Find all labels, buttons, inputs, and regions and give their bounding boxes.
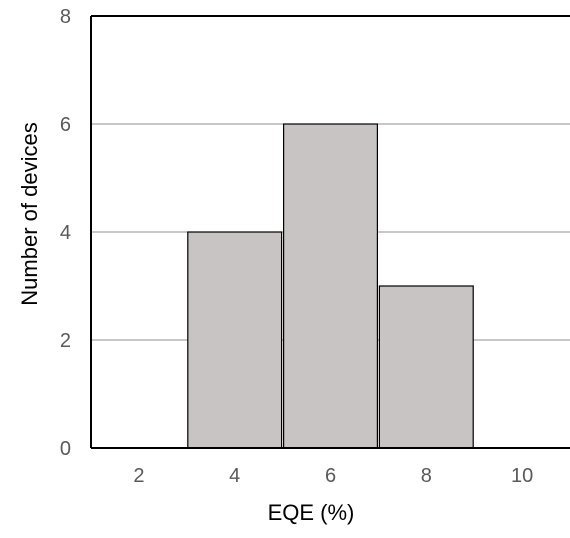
y-tick-label-2: 2 [60, 330, 71, 352]
x-tick-label-8: 8 [421, 465, 432, 487]
x-tick-label-10: 10 [511, 465, 533, 487]
y-axis-label: Number of devices [17, 122, 42, 305]
y-tick-label-6: 6 [60, 114, 71, 136]
x-tick-label-6: 6 [325, 465, 336, 487]
y-tick-label-0: 0 [60, 438, 71, 460]
histogram-bar [378, 285, 474, 449]
axes-layer [90, 15, 570, 449]
tick-labels-layer: 0 2 4 6 8 2 4 6 8 10 [60, 6, 533, 487]
x-tick-label-4: 4 [229, 465, 240, 487]
bars-layer [187, 123, 474, 449]
x-axis-label: EQE (%) [268, 500, 355, 525]
histogram-bar [283, 123, 379, 449]
y-tick-label-4: 4 [60, 222, 71, 244]
y-tick-label-8: 8 [60, 6, 71, 28]
x-tick-label-2: 2 [133, 465, 144, 487]
histogram-bar [187, 231, 283, 449]
